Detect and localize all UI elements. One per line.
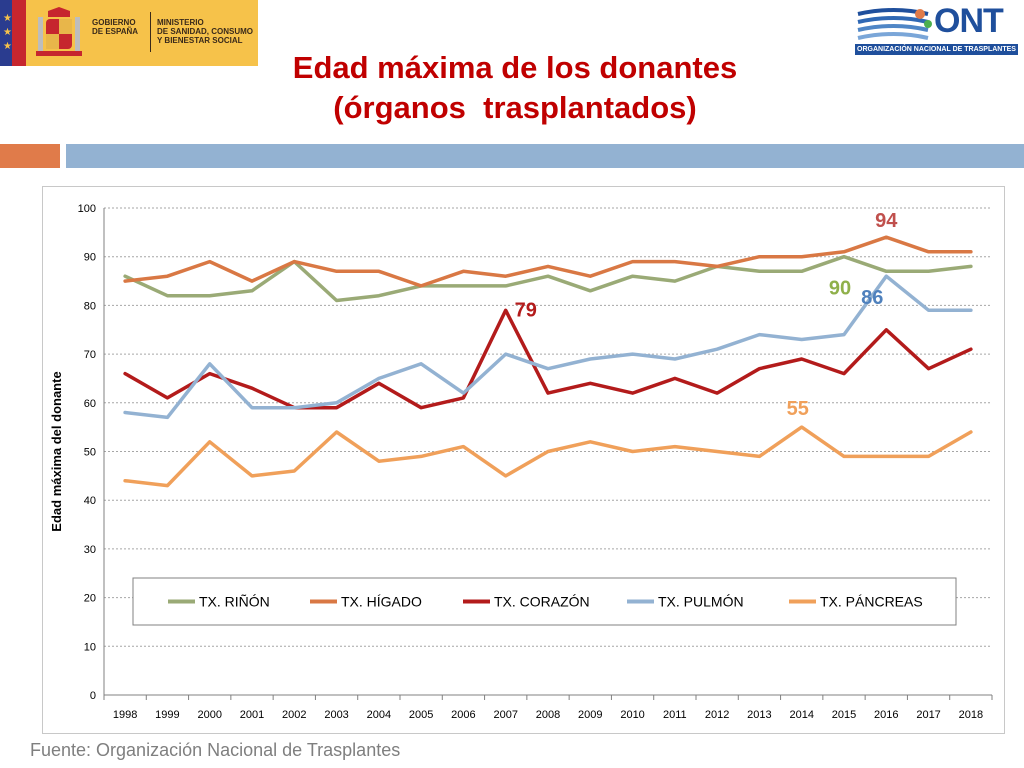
x-tick-label: 2017: [916, 709, 940, 721]
ont-swoosh-icon: [857, 8, 932, 40]
x-tick-label: 2018: [959, 709, 983, 721]
accent-bar-orange: [0, 144, 60, 168]
y-tick-label: 10: [84, 641, 96, 653]
source-note: Fuente: Organización Nacional de Traspla…: [30, 740, 401, 760]
legend-label: TX. CORAZÓN: [494, 594, 590, 610]
star-icon: ★: [3, 13, 12, 24]
line-chart: 0 10 20 30 40 50 60 70 80 90 100 1998 1999 2000 2001 20…: [49, 203, 993, 721]
slide-title: Edad máxima de los donantes (órganos tra…: [160, 48, 870, 128]
divider: [150, 12, 151, 52]
government-text: GOBIERNO DE ESPAÑA: [92, 18, 139, 36]
data-label: 86: [861, 287, 883, 309]
legend-label: TX. PULMÓN: [658, 594, 744, 610]
star-icon: ★: [3, 41, 12, 52]
series-line-tx-corazón: [123, 308, 973, 410]
series-line-tx-páncreas: [123, 425, 973, 488]
data-label: 94: [875, 210, 898, 232]
ont-logo-text: ONT: [934, 2, 1004, 40]
x-tick-label: 1999: [155, 709, 179, 721]
accent-bar-blue: [66, 144, 1024, 168]
y-tick-label: 100: [78, 203, 96, 215]
x-tick-label: 2008: [536, 709, 560, 721]
y-tick-label: 90: [84, 252, 96, 264]
ont-logo: [854, 4, 1019, 58]
series-line-tx-hígado: [123, 235, 973, 288]
x-tick-label: 2010: [620, 709, 644, 721]
legend-label: TX. HÍGADO: [341, 594, 422, 610]
x-tick-label: 2013: [747, 709, 771, 721]
x-tick-label: 2009: [578, 709, 602, 721]
x-tick-label: 2003: [324, 709, 348, 721]
data-label: 90: [829, 278, 851, 300]
x-tick-label: 2011: [663, 709, 687, 721]
chart-frame: 0 10 20 30 40 50 60 70 80 90 100 1998 1999 2000 2001 20…: [42, 186, 1005, 734]
x-tick-label: 2015: [832, 709, 856, 721]
x-tick-label: 2016: [874, 709, 898, 721]
y-tick-label: 70: [84, 349, 96, 361]
x-tick-label: 2014: [789, 709, 813, 721]
title-line-1: Edad máxima de los donantes: [292, 50, 738, 85]
x-tick-label: 2000: [197, 709, 221, 721]
y-tick-label: 50: [84, 447, 96, 459]
x-tick-label: 2005: [409, 709, 433, 721]
ont-band: ORGANIZACIÓN NACIONAL DE TRASPLANTES: [855, 44, 1018, 55]
y-tick-label: 20: [84, 593, 96, 605]
x-tick-label: 2007: [493, 709, 517, 721]
data-label: 79: [515, 299, 537, 321]
legend-box: [132, 577, 957, 626]
series-line-tx-riñón: [123, 254, 973, 303]
legend-label: TX. PÁNCREAS: [820, 594, 923, 610]
title-line-2: (órganos trasplantados): [333, 90, 697, 125]
y-tick-label: 80: [84, 300, 96, 312]
y-tick-label: 60: [84, 398, 96, 410]
government-logo: ★ ★ ★ GOBIERNO DE ESPAÑA MINISTERIO DE S…: [0, 0, 258, 66]
y-tick-label: 0: [90, 690, 96, 702]
y-tick-label: 40: [84, 495, 96, 507]
star-icon: ★: [3, 27, 12, 38]
legend-label: TX. RIÑÓN: [199, 594, 270, 610]
coat-of-arms-icon: [36, 7, 82, 56]
series-line-tx-pulmón: [123, 274, 973, 420]
data-label: 55: [787, 398, 809, 420]
spain-flag-strip: [12, 0, 26, 66]
x-tick-label: 2004: [367, 709, 391, 721]
y-tick-label: 30: [84, 544, 96, 556]
x-tick-label: 2002: [282, 709, 306, 721]
x-tick-label: 1998: [113, 709, 137, 721]
x-tick-label: 2001: [240, 709, 264, 721]
y-axis-label: Edad máxima del donante: [49, 371, 64, 531]
x-tick-label: 2012: [705, 709, 729, 721]
ministry-text: MINISTERIO DE SANIDAD, CONSUMO Y BIENEST…: [157, 18, 254, 45]
x-tick-label: 2006: [451, 709, 475, 721]
